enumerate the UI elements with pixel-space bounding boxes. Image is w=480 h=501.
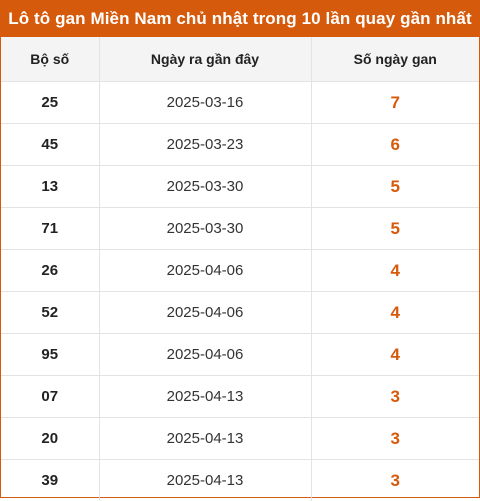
table-row: 20 2025-04-13 3 [1,418,479,460]
cell-gan-days: 5 [311,208,479,250]
cell-gan-days: 3 [311,376,479,418]
table-row: 07 2025-04-13 3 [1,376,479,418]
table-row: 39 2025-04-13 3 [1,460,479,501]
cell-gan-days: 4 [311,334,479,376]
cell-number: 26 [1,250,99,292]
gan-table: Bộ số Ngày ra gần đây Số ngày gan 25 202… [1,37,479,501]
cell-gan-days: 4 [311,292,479,334]
cell-number: 95 [1,334,99,376]
table-row: 26 2025-04-06 4 [1,250,479,292]
cell-number: 13 [1,166,99,208]
cell-number: 20 [1,418,99,460]
cell-date: 2025-03-30 [99,166,311,208]
cell-date: 2025-03-23 [99,124,311,166]
header-number: Bộ số [1,37,99,82]
cell-date: 2025-04-13 [99,460,311,501]
table-row: 45 2025-03-23 6 [1,124,479,166]
cell-date: 2025-04-13 [99,376,311,418]
cell-number: 71 [1,208,99,250]
header-last-date: Ngày ra gần đây [99,37,311,82]
table-row: 95 2025-04-06 4 [1,334,479,376]
table-row: 71 2025-03-30 5 [1,208,479,250]
cell-number: 52 [1,292,99,334]
cell-number: 07 [1,376,99,418]
cell-gan-days: 4 [311,250,479,292]
cell-date: 2025-03-16 [99,82,311,124]
cell-gan-days: 3 [311,418,479,460]
cell-date: 2025-03-30 [99,208,311,250]
cell-gan-days: 5 [311,166,479,208]
cell-gan-days: 7 [311,82,479,124]
table-title: Lô tô gan Miền Nam chủ nhật trong 10 lần… [1,1,479,37]
cell-gan-days: 6 [311,124,479,166]
cell-date: 2025-04-06 [99,334,311,376]
cell-number: 25 [1,82,99,124]
cell-date: 2025-04-06 [99,250,311,292]
header-gan-days: Số ngày gan [311,37,479,82]
cell-number: 45 [1,124,99,166]
cell-date: 2025-04-06 [99,292,311,334]
table-row: 13 2025-03-30 5 [1,166,479,208]
cell-gan-days: 3 [311,460,479,501]
cell-date: 2025-04-13 [99,418,311,460]
table-row: 52 2025-04-06 4 [1,292,479,334]
header-row: Bộ số Ngày ra gần đây Số ngày gan [1,37,479,82]
table-row: 25 2025-03-16 7 [1,82,479,124]
table-body: 25 2025-03-16 7 45 2025-03-23 6 13 2025-… [1,82,479,501]
cell-number: 39 [1,460,99,501]
